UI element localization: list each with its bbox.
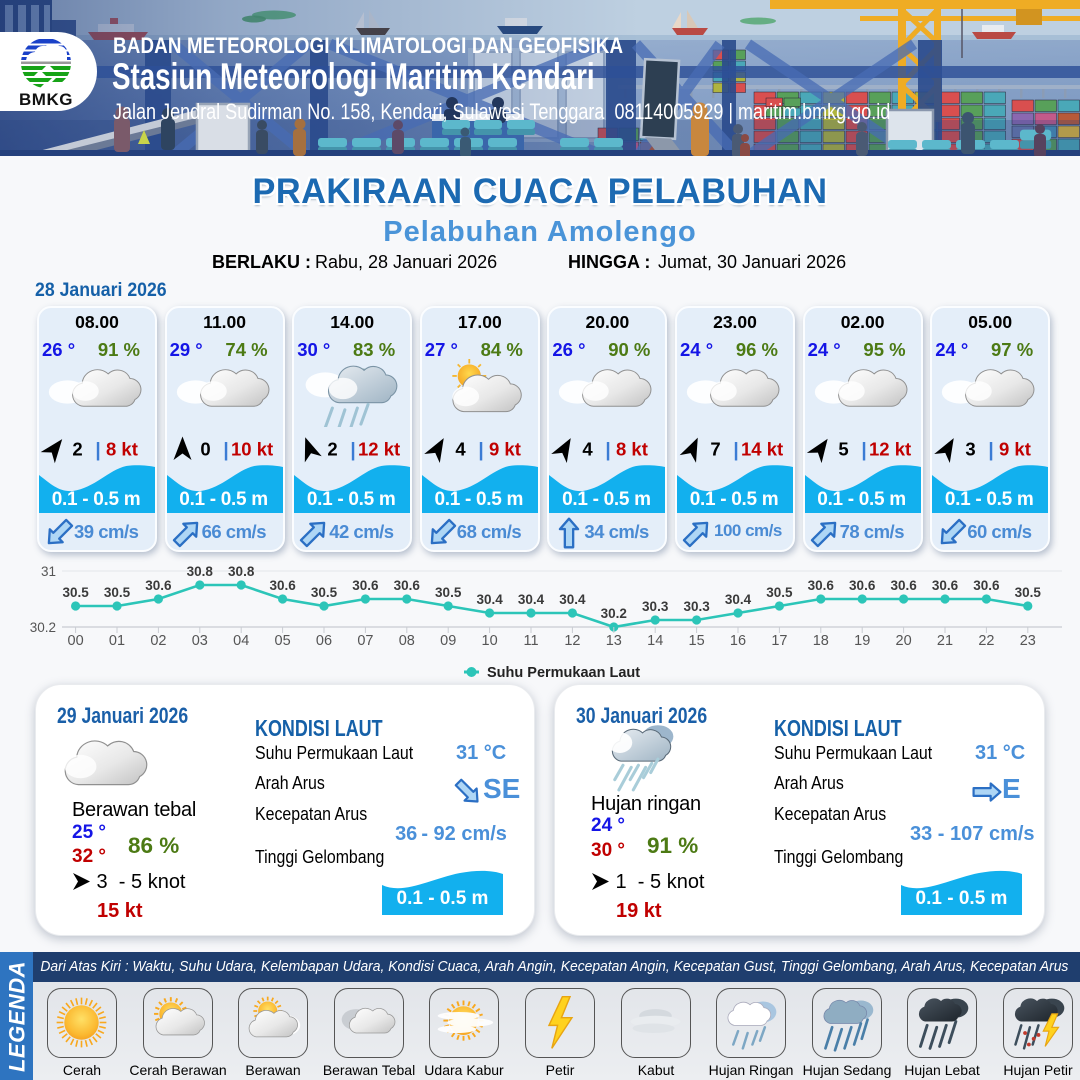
svg-text:22: 22 <box>978 633 994 649</box>
svg-text:14: 14 <box>647 633 663 649</box>
svg-text:12 kt: 12 kt <box>869 439 911 460</box>
svg-text:30.6: 30.6 <box>932 578 959 593</box>
svg-text:30.6: 30.6 <box>890 578 917 593</box>
svg-text:21: 21 <box>937 633 953 649</box>
svg-text:19: 19 <box>854 633 870 649</box>
svg-text:30.8: 30.8 <box>228 564 255 579</box>
svg-text:3: 3 <box>966 439 976 460</box>
svg-text:30.5: 30.5 <box>766 585 793 600</box>
svg-text:23: 23 <box>1020 633 1036 649</box>
svg-text:8 kt: 8 kt <box>106 439 138 460</box>
svg-text:12 kt: 12 kt <box>358 439 400 460</box>
svg-text:30.5: 30.5 <box>104 585 131 600</box>
svg-text:|: | <box>861 440 866 461</box>
svg-text:04: 04 <box>233 633 249 649</box>
svg-text:9 kt: 9 kt <box>489 439 521 460</box>
svg-text:30.5: 30.5 <box>435 585 462 600</box>
svg-text:06: 06 <box>316 633 332 649</box>
svg-text:|: | <box>223 440 228 461</box>
svg-text:30.6: 30.6 <box>352 578 379 593</box>
svg-text:00: 00 <box>68 633 84 649</box>
svg-text:2: 2 <box>72 439 82 460</box>
svg-text:8 kt: 8 kt <box>616 439 648 460</box>
svg-text:30.3: 30.3 <box>683 599 710 614</box>
svg-text:03: 03 <box>192 633 208 649</box>
svg-text:|: | <box>351 440 356 461</box>
svg-text:30.4: 30.4 <box>518 592 545 607</box>
svg-text:11: 11 <box>523 633 538 649</box>
svg-text:4: 4 <box>455 439 466 460</box>
svg-text:20: 20 <box>896 633 912 649</box>
svg-text:10: 10 <box>482 633 498 649</box>
svg-text:BMKG: BMKG <box>19 90 73 109</box>
svg-text:30.6: 30.6 <box>849 578 876 593</box>
svg-text:|: | <box>989 440 994 461</box>
svg-text:14 kt: 14 kt <box>741 439 783 460</box>
svg-text:30.3: 30.3 <box>642 599 669 614</box>
svg-text:Suhu Permukaan Laut: Suhu Permukaan Laut <box>487 665 640 681</box>
svg-text:31: 31 <box>41 564 56 579</box>
svg-text:30.6: 30.6 <box>973 578 1000 593</box>
svg-text:|: | <box>478 440 483 461</box>
svg-text:|: | <box>95 440 100 461</box>
svg-text:01: 01 <box>109 633 125 649</box>
svg-text:09: 09 <box>440 633 456 649</box>
svg-text:2: 2 <box>328 439 338 460</box>
svg-text:4: 4 <box>583 439 594 460</box>
svg-text:30.4: 30.4 <box>725 592 752 607</box>
svg-text:30.2: 30.2 <box>601 606 627 621</box>
svg-text:7: 7 <box>710 439 720 460</box>
svg-text:10 kt: 10 kt <box>231 439 273 460</box>
svg-text:30.5: 30.5 <box>62 585 89 600</box>
svg-text:02: 02 <box>150 633 166 649</box>
svg-text:05: 05 <box>275 633 291 649</box>
svg-text:5: 5 <box>838 439 848 460</box>
svg-text:12: 12 <box>564 633 580 649</box>
svg-text:07: 07 <box>357 633 373 649</box>
svg-text:0: 0 <box>200 439 210 460</box>
svg-text:30.2: 30.2 <box>30 620 56 635</box>
svg-text:|: | <box>733 440 738 461</box>
svg-text:9 kt: 9 kt <box>999 439 1031 460</box>
svg-text:30.5: 30.5 <box>1015 585 1042 600</box>
svg-text:30.4: 30.4 <box>476 592 503 607</box>
svg-text:30.8: 30.8 <box>187 564 214 579</box>
svg-text:18: 18 <box>813 633 829 649</box>
svg-text:30.6: 30.6 <box>808 578 835 593</box>
svg-text:|: | <box>606 440 611 461</box>
svg-text:30.4: 30.4 <box>559 592 586 607</box>
svg-text:30.6: 30.6 <box>145 578 172 593</box>
svg-text:16: 16 <box>730 633 746 649</box>
svg-text:13: 13 <box>606 633 622 649</box>
svg-text:15: 15 <box>689 633 705 649</box>
svg-text:30.6: 30.6 <box>394 578 421 593</box>
svg-text:30.5: 30.5 <box>311 585 338 600</box>
svg-text:30.6: 30.6 <box>269 578 296 593</box>
svg-text:17: 17 <box>771 633 787 649</box>
svg-text:08: 08 <box>399 633 415 649</box>
